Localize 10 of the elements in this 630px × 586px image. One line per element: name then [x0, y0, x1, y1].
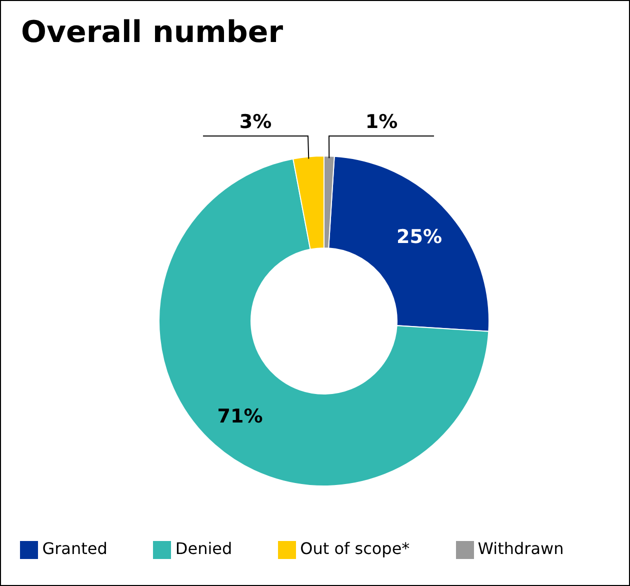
data-label: 3% [239, 111, 272, 133]
donut-slice [158, 158, 490, 486]
data-label: 1% [365, 111, 398, 133]
legend-label: Withdrawn [478, 539, 564, 558]
legend-label: Granted [42, 539, 108, 558]
legend-label: Denied [175, 539, 232, 558]
legend-label: Out of scope* [300, 539, 410, 558]
chart-title: Overall number [21, 15, 284, 50]
data-label: 71% [217, 405, 263, 428]
data-label: 25% [396, 226, 442, 248]
